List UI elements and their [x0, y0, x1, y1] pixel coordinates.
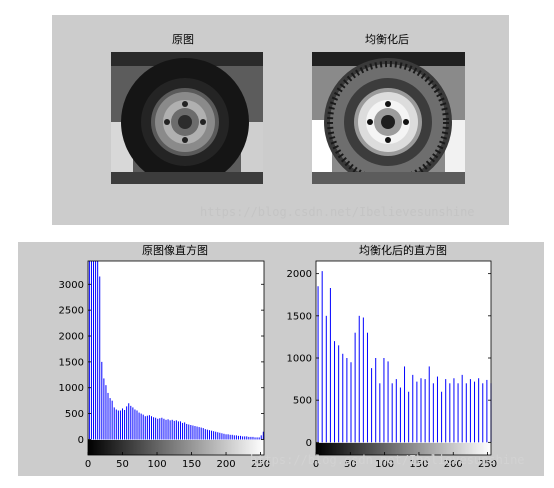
y-tick-label: 500	[65, 409, 84, 420]
grayscale-colorbar	[316, 442, 491, 455]
image-figure-panel: 原图 均衡化后	[52, 15, 509, 225]
y-tick-label: 2500	[59, 306, 84, 317]
x-tick-label: 0	[85, 459, 91, 470]
x-tick-label: 150	[182, 459, 201, 470]
plot-area	[316, 261, 491, 455]
y-tick-label: 0	[78, 435, 84, 446]
y-tick-label: 2000	[59, 332, 84, 343]
y-tick-label: 2000	[287, 269, 312, 280]
histogram-figure-panel: 原图像直方图 均衡化后的直方图 0 500 1000 1500 2000 2500 3000…	[18, 242, 544, 476]
y-tick-label: 1500	[59, 357, 84, 368]
grayscale-colorbar	[88, 439, 264, 455]
watermark-text: https://blog.csdn.net/Ibelievesunshine	[200, 205, 475, 219]
original-histogram-chart: 0 500 1000 1500 2000 2500 3000 0 50 100 150 200 250	[59, 260, 270, 470]
x-tick-label: 50	[116, 459, 129, 470]
equalized-histogram-chart: 0 500 1000 1500 2000 0 50 100 150 200 250	[287, 260, 497, 470]
x-tick-label: 0	[313, 459, 319, 470]
x-tick-label: 200	[444, 459, 463, 470]
x-tick-label: 100	[147, 459, 166, 470]
equalized-tire-image	[312, 52, 465, 184]
original-histogram-title: 原图像直方图	[142, 244, 208, 257]
x-tick-label: 100	[375, 459, 394, 470]
original-image-title: 原图	[172, 33, 194, 46]
y-tick-label: 0	[306, 438, 312, 449]
y-tick-label: 3000	[59, 280, 84, 291]
y-tick-label: 1000	[59, 383, 84, 394]
x-tick-label: 250	[478, 459, 497, 470]
y-tick-label: 1000	[287, 354, 312, 365]
x-tick-label: 200	[216, 459, 235, 470]
x-tick-label: 150	[409, 459, 428, 470]
equalized-histogram-title: 均衡化后的直方图	[359, 244, 447, 257]
y-tick-label: 500	[293, 396, 312, 407]
original-tire-image	[111, 52, 263, 184]
watermark-text-bottom: https://blog.csdn.net/Ibelievesunshine	[250, 453, 525, 467]
x-tick-label: 50	[344, 459, 357, 470]
axes-frame	[87, 260, 265, 456]
x-tick-label: 250	[251, 459, 270, 470]
y-tick-label: 1500	[287, 311, 312, 322]
equalized-image-title: 均衡化后	[365, 33, 409, 46]
